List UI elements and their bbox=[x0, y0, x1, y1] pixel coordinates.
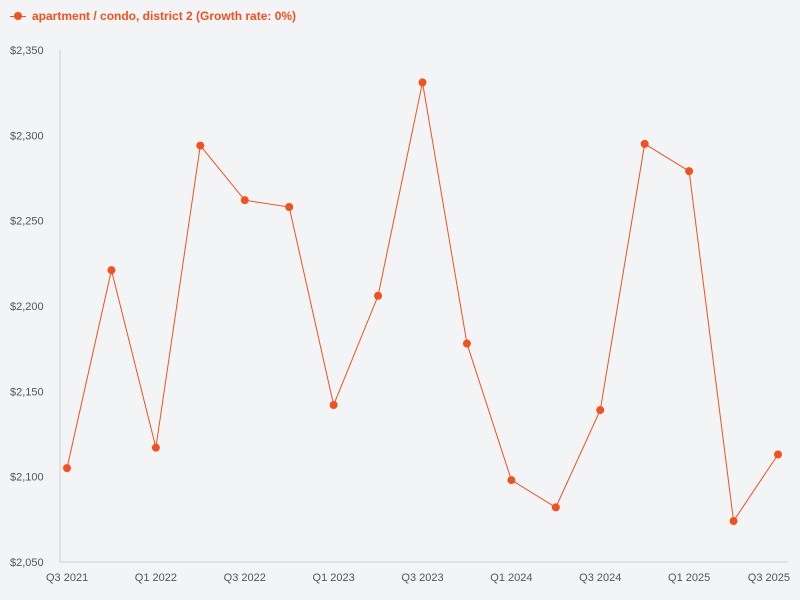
data-point[interactable] bbox=[285, 203, 294, 212]
data-point[interactable] bbox=[374, 291, 383, 300]
legend-label: apartment / condo, district 2 (Growth ra… bbox=[32, 9, 297, 23]
y-tick-label: $2,100 bbox=[10, 472, 44, 484]
data-point[interactable] bbox=[240, 196, 249, 205]
data-point[interactable] bbox=[329, 400, 338, 409]
data-point[interactable] bbox=[151, 443, 160, 452]
y-tick-label: $2,250 bbox=[10, 216, 44, 228]
x-tick-label: Q1 2022 bbox=[135, 572, 177, 584]
x-tick-label: Q3 2024 bbox=[579, 572, 621, 584]
x-tick-label: Q3 2022 bbox=[224, 572, 266, 584]
data-point[interactable] bbox=[462, 339, 471, 348]
data-point[interactable] bbox=[418, 78, 427, 87]
data-point[interactable] bbox=[507, 476, 516, 485]
data-point[interactable] bbox=[729, 517, 738, 526]
data-point[interactable] bbox=[107, 266, 116, 275]
data-point[interactable] bbox=[685, 167, 694, 176]
data-point[interactable] bbox=[774, 450, 782, 459]
data-point[interactable] bbox=[551, 503, 560, 512]
data-point[interactable] bbox=[596, 406, 605, 415]
legend-marker-icon bbox=[10, 10, 26, 22]
y-tick-label: $2,150 bbox=[10, 386, 44, 398]
x-tick-label: Q3 2021 bbox=[46, 572, 88, 584]
data-point[interactable] bbox=[63, 464, 71, 473]
x-tick-label: Q3 2023 bbox=[401, 572, 443, 584]
x-tick-label: Q1 2025 bbox=[668, 572, 710, 584]
x-tick-label: Q1 2024 bbox=[490, 572, 532, 584]
data-point[interactable] bbox=[640, 139, 649, 148]
x-tick-label: Q1 2023 bbox=[313, 572, 355, 584]
data-point[interactable] bbox=[196, 141, 205, 150]
y-tick-label: $2,300 bbox=[10, 130, 44, 142]
y-tick-label: $2,050 bbox=[10, 557, 44, 569]
x-tick-label: Q3 2025 bbox=[748, 572, 790, 584]
y-tick-label: $2,350 bbox=[10, 45, 44, 57]
y-tick-label: $2,200 bbox=[10, 301, 44, 313]
series-line bbox=[66, 82, 779, 523]
legend[interactable]: apartment / condo, district 2 (Growth ra… bbox=[10, 9, 296, 23]
